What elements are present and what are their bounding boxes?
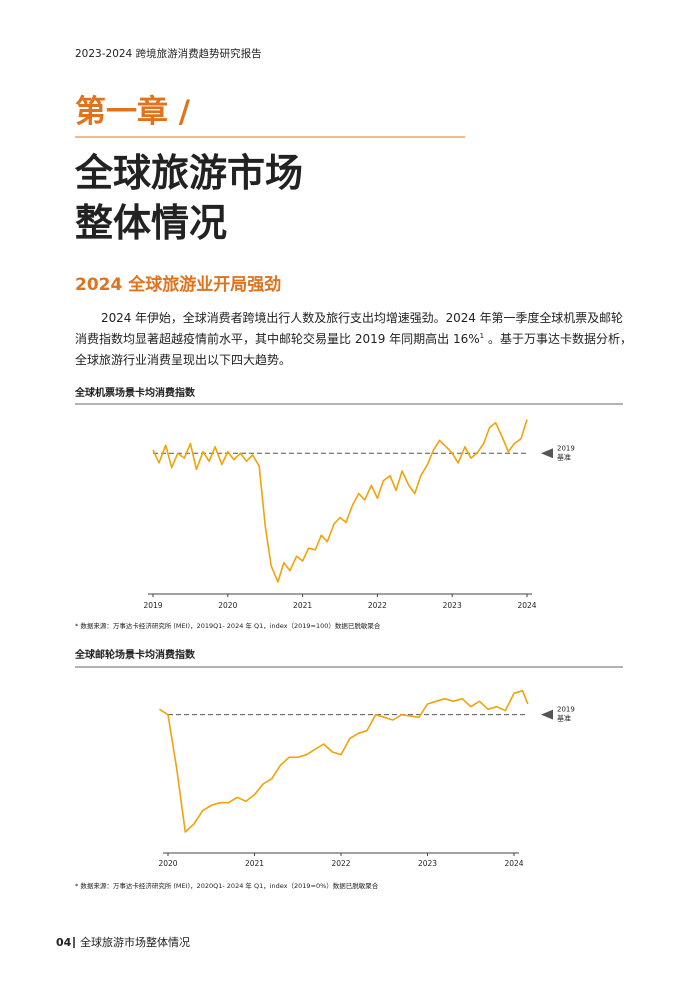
x-tick-label: 2024 <box>517 601 536 610</box>
chart-title: 全球机票场景卡均消费指数 <box>74 386 196 399</box>
x-tick-label: 2024 <box>504 859 523 868</box>
chart-title: 全球邮轮场景卡均消费指数 <box>74 648 196 661</box>
chart: 全球机票场景卡均消费指数 2019 2020 2021 2022 2023 2024 2019… <box>74 386 623 630</box>
x-tick-label: 2021 <box>245 859 264 868</box>
x-tick-label: 2020 <box>218 601 237 610</box>
footnote-ref: 1 <box>480 332 484 340</box>
paragraph-text: 消费指数均显著超越疫情前水平，其中邮轮交易量比 2019 年同期高出 16% <box>75 331 480 346</box>
chapter: 第一章 / <box>75 94 191 130</box>
title-line: 全球旅游市场 <box>74 150 303 195</box>
baseline-label: 基准 <box>557 714 571 723</box>
baseline-marker <box>541 448 553 459</box>
x-tick-label: 2021 <box>293 601 312 610</box>
paragraph-line: 全球旅游行业消费呈现出以下四大趋势。 <box>75 352 291 367</box>
baseline-marker <box>541 709 553 720</box>
x-tick-label: 2023 <box>443 601 462 610</box>
baseline-label: 2019 <box>557 706 575 714</box>
footer-section: 全球旅游市场整体情况 <box>80 935 190 949</box>
page-number: 04 <box>56 936 72 949</box>
section-heading: 2024 全球旅游业开局强劲 <box>75 274 281 295</box>
x-tick-label: 2020 <box>158 859 177 868</box>
baseline-label: 基准 <box>557 452 571 461</box>
line-series <box>152 419 528 583</box>
source-note: * 数据来源：万事达卡经济研究所 (MEI)，2019Q1- 2024 年 Q1… <box>75 621 381 630</box>
source-note: * 数据来源：万事达卡经济研究所 (MEI)，2020Q1- 2024 年 Q1… <box>75 881 379 890</box>
paragraph-line: 2024 年伊始，全球消费者跨境出行人数及旅行支出均增速强劲。2024 年第一季… <box>101 310 623 325</box>
paragraph-line: 消费指数均显著超越疫情前水平，其中邮轮交易量比 2019 年同期高出 16%1 … <box>75 331 632 346</box>
paragraph-text: 。基于万事达卡数据分析， <box>484 331 632 346</box>
line-series <box>158 689 529 833</box>
header: 2023-2024 跨境旅游消费趋势研究报告 <box>75 47 262 60</box>
baseline-label: 2019 <box>557 444 575 452</box>
x-tick-label: 2019 <box>143 601 162 610</box>
x-tick-label: 2023 <box>418 859 437 868</box>
title-line: 整体情况 <box>75 200 227 245</box>
x-tick-label: 2022 <box>368 601 387 610</box>
x-tick-label: 2022 <box>331 859 350 868</box>
